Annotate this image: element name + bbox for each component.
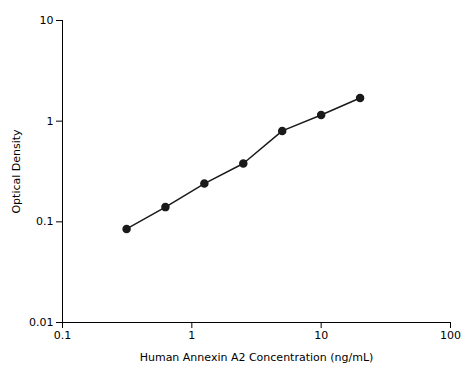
svg-text:Human Annexin A2 Concentration: Human Annexin A2 Concentration (ng/mL) — [140, 351, 374, 364]
svg-text:10: 10 — [40, 14, 54, 27]
svg-text:10: 10 — [314, 329, 328, 342]
svg-text:0.01: 0.01 — [29, 316, 54, 329]
svg-text:100: 100 — [440, 329, 461, 342]
svg-text:0.1: 0.1 — [36, 215, 54, 228]
svg-text:1: 1 — [47, 115, 54, 128]
svg-text:0.1: 0.1 — [54, 329, 72, 342]
svg-text:Optical Density: Optical Density — [10, 129, 23, 214]
svg-text:1: 1 — [188, 329, 195, 342]
